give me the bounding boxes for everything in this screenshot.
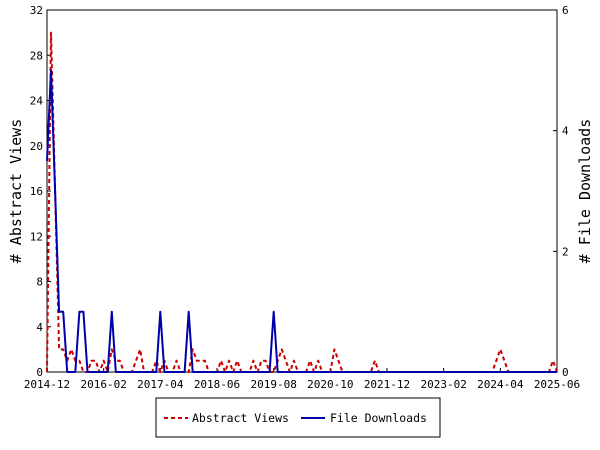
y-axis-label: # Abstract Views	[7, 119, 25, 264]
x-tick-label: 2019-08	[250, 378, 296, 391]
y-tick-label: 32	[30, 4, 43, 17]
x-axis: 2014-12 2016-02 2017-04 2018-06 2019-08 2020-…	[24, 368, 580, 391]
y2-tick-label: 4	[562, 125, 569, 138]
y-tick-label: 8	[36, 276, 43, 289]
legend: Abstract Views File Downloads	[155, 397, 441, 438]
x-tick-label: 2018-06	[194, 378, 240, 391]
legend-box	[155, 397, 441, 438]
x-tick-label: 2024-04	[477, 378, 524, 391]
x-tick-label: 2020-10	[307, 378, 353, 391]
series-line-file-downloads	[46, 69, 557, 373]
y2-tick-label: 2	[562, 245, 569, 258]
legend-label-file-downloads: File Downloads	[330, 411, 427, 425]
y-tick-label: 16	[30, 185, 43, 198]
x-tick-label: 2017-04	[137, 378, 184, 391]
y-tick-label: 4	[36, 321, 43, 334]
legend-label-abstract-views: Abstract Views	[192, 411, 289, 425]
y2-axis-label: # File Downloads	[576, 119, 594, 264]
x-tick-label: 2023-02	[420, 378, 466, 391]
y-tick-label: 12	[30, 230, 43, 243]
x-tick-label: 2014-12	[24, 378, 70, 391]
y-tick-label: 0	[36, 366, 43, 379]
x-tick-label: 2016-02	[80, 378, 126, 391]
x-tick-label: 2025-06	[534, 378, 580, 391]
series-layer	[46, 31, 558, 373]
y2-tick-label: 0	[562, 366, 569, 379]
plot-area	[46, 9, 558, 373]
y-tick-label: 20	[30, 140, 43, 153]
y-tick-label: 24	[30, 95, 44, 108]
x-tick-label: 2021-12	[364, 378, 410, 391]
y2-tick-label: 6	[562, 4, 569, 17]
y-tick-label: 28	[30, 49, 43, 62]
